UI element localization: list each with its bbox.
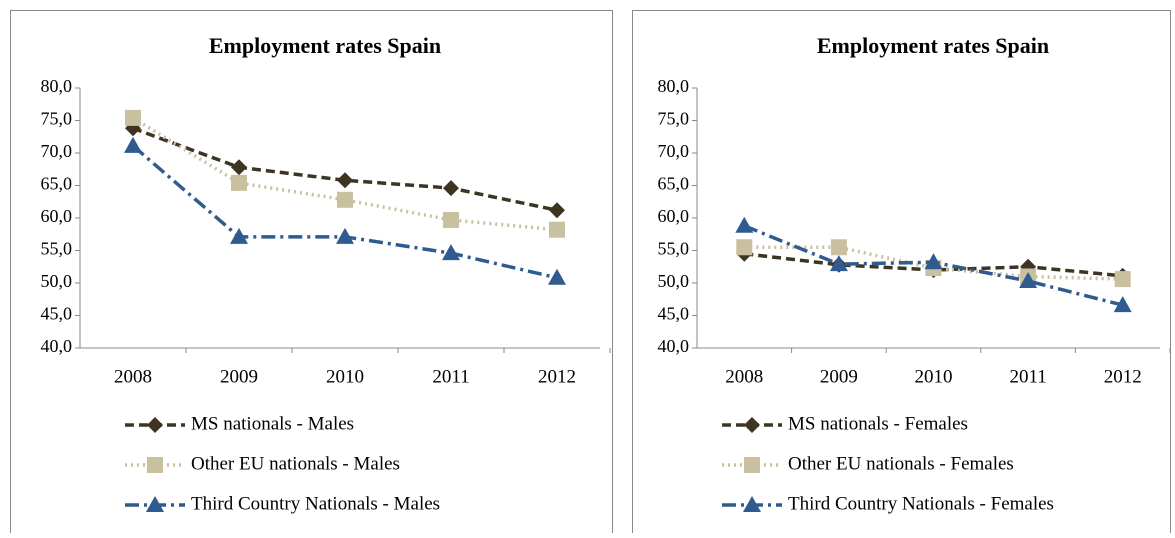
y-tick-label: 80,0 (658, 76, 690, 96)
x-tick-label: 2008 (114, 366, 152, 387)
data-point (924, 253, 943, 270)
data-point (231, 159, 247, 176)
y-tick-label: 80,0 (41, 76, 73, 96)
x-tick-label: 2009 (820, 366, 858, 387)
legend-label: Third Country Nationals - Females (788, 493, 1054, 514)
data-point (443, 211, 459, 228)
data-point (830, 239, 847, 256)
data-point (829, 255, 848, 272)
data-point (1113, 296, 1132, 313)
y-tick-label: 70,0 (41, 141, 73, 161)
y-tick-label: 50,0 (41, 271, 73, 291)
y-tick-label: 65,0 (658, 174, 690, 194)
y-tick-label: 75,0 (41, 109, 73, 129)
y-tick-label: 40,0 (41, 336, 73, 356)
data-point (443, 180, 459, 197)
data-point (125, 109, 141, 126)
data-point (736, 239, 753, 256)
data-point (549, 202, 565, 219)
chart-title: Employment rates Spain (209, 33, 441, 58)
x-tick-label: 2012 (538, 366, 576, 387)
y-tick-label: 65,0 (41, 174, 73, 194)
legend-marker (743, 496, 761, 512)
x-tick-label: 2012 (1104, 366, 1142, 387)
data-point (337, 191, 353, 208)
y-tick-label: 55,0 (658, 239, 690, 259)
data-point (442, 244, 460, 261)
legend-marker (744, 417, 760, 433)
x-tick-label: 2008 (725, 366, 763, 387)
legend-label: Other EU nationals - Males (191, 453, 400, 474)
x-tick-label: 2010 (326, 366, 364, 387)
y-tick-label: 50,0 (658, 271, 690, 291)
series-line (132, 126, 558, 212)
y-tick-label: 40,0 (658, 336, 690, 356)
data-point (1114, 271, 1131, 288)
series-line (131, 144, 558, 280)
y-tick-label: 75,0 (658, 109, 690, 129)
data-point (549, 221, 565, 238)
chart-title: Employment rates Spain (817, 33, 1049, 58)
data-point (230, 227, 248, 244)
data-point (337, 172, 353, 189)
y-tick-label: 55,0 (41, 239, 73, 259)
y-tick-label: 60,0 (41, 206, 73, 226)
legend-label: MS nationals - Females (788, 413, 968, 434)
data-point (735, 216, 754, 233)
data-point (1019, 272, 1038, 289)
x-tick-label: 2011 (432, 366, 469, 387)
data-point (548, 268, 566, 285)
y-tick-label: 45,0 (658, 304, 690, 324)
panel-frame (10, 10, 613, 538)
legend-label: MS nationals - Males (191, 413, 354, 434)
legend-marker (147, 457, 163, 473)
y-tick-label: 45,0 (41, 304, 73, 324)
x-tick-label: 2011 (1009, 366, 1046, 387)
legend-marker (146, 496, 164, 512)
data-point (124, 136, 142, 153)
y-tick-label: 70,0 (658, 141, 690, 161)
x-tick-label: 2010 (915, 366, 953, 387)
panel-frame (632, 10, 1171, 538)
x-tick-label: 2009 (220, 366, 258, 387)
legend-label: Other EU nationals - Females (788, 453, 1014, 474)
legend-marker (147, 417, 163, 433)
legend-marker (744, 457, 760, 473)
legend-label: Third Country Nationals - Males (191, 493, 440, 514)
y-tick-label: 60,0 (658, 206, 690, 226)
data-point (336, 227, 354, 244)
data-point (231, 174, 247, 191)
